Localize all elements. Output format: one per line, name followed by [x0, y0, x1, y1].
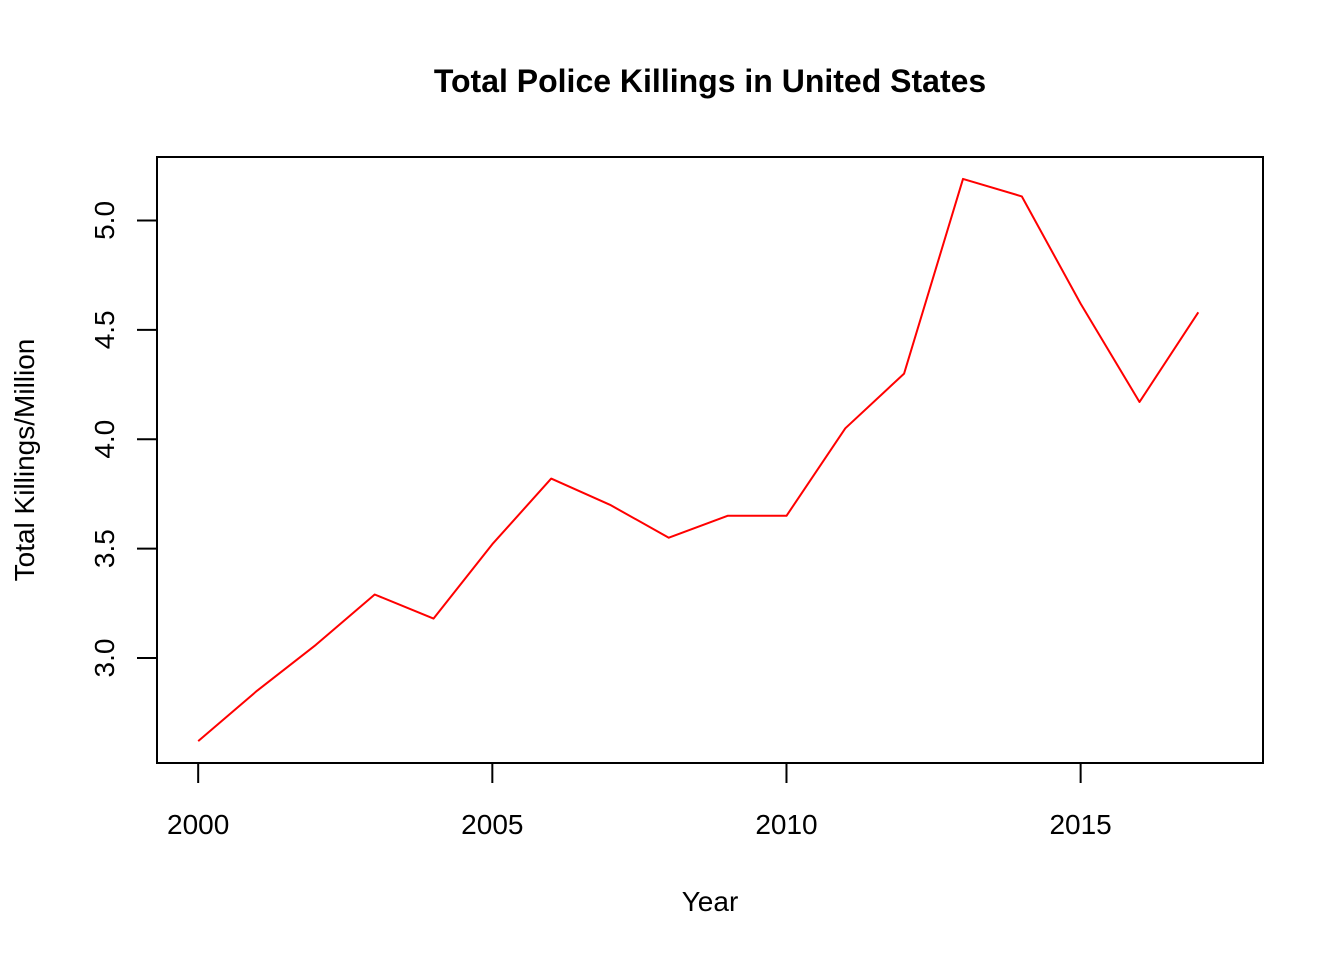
y-axis-label: Total Killings/Million: [9, 339, 40, 582]
x-tick-label: 2010: [755, 809, 817, 840]
y-tick-label: 3.5: [89, 529, 120, 568]
series-layer: [197, 177, 1200, 742]
chart-title: Total Police Killings in United States: [434, 63, 986, 99]
y-tick-label: 3.0: [89, 639, 120, 678]
x-tick-label: 2000: [167, 809, 229, 840]
y-tick-label: 4.0: [89, 420, 120, 459]
y-tick-label: 5.0: [89, 201, 120, 240]
plot-frame: [156, 156, 1264, 764]
x-tick-label: 2005: [461, 809, 523, 840]
series-line: [197, 177, 1200, 742]
x-axis-label: Year: [682, 886, 739, 917]
x-tick-label: 2015: [1049, 809, 1111, 840]
y-axis: 3.0 3.5 4.0 4.5 5.0: [89, 201, 158, 678]
y-tick-label: 4.5: [89, 310, 120, 349]
x-axis: 2000 2005 2010 2015: [167, 762, 1112, 840]
